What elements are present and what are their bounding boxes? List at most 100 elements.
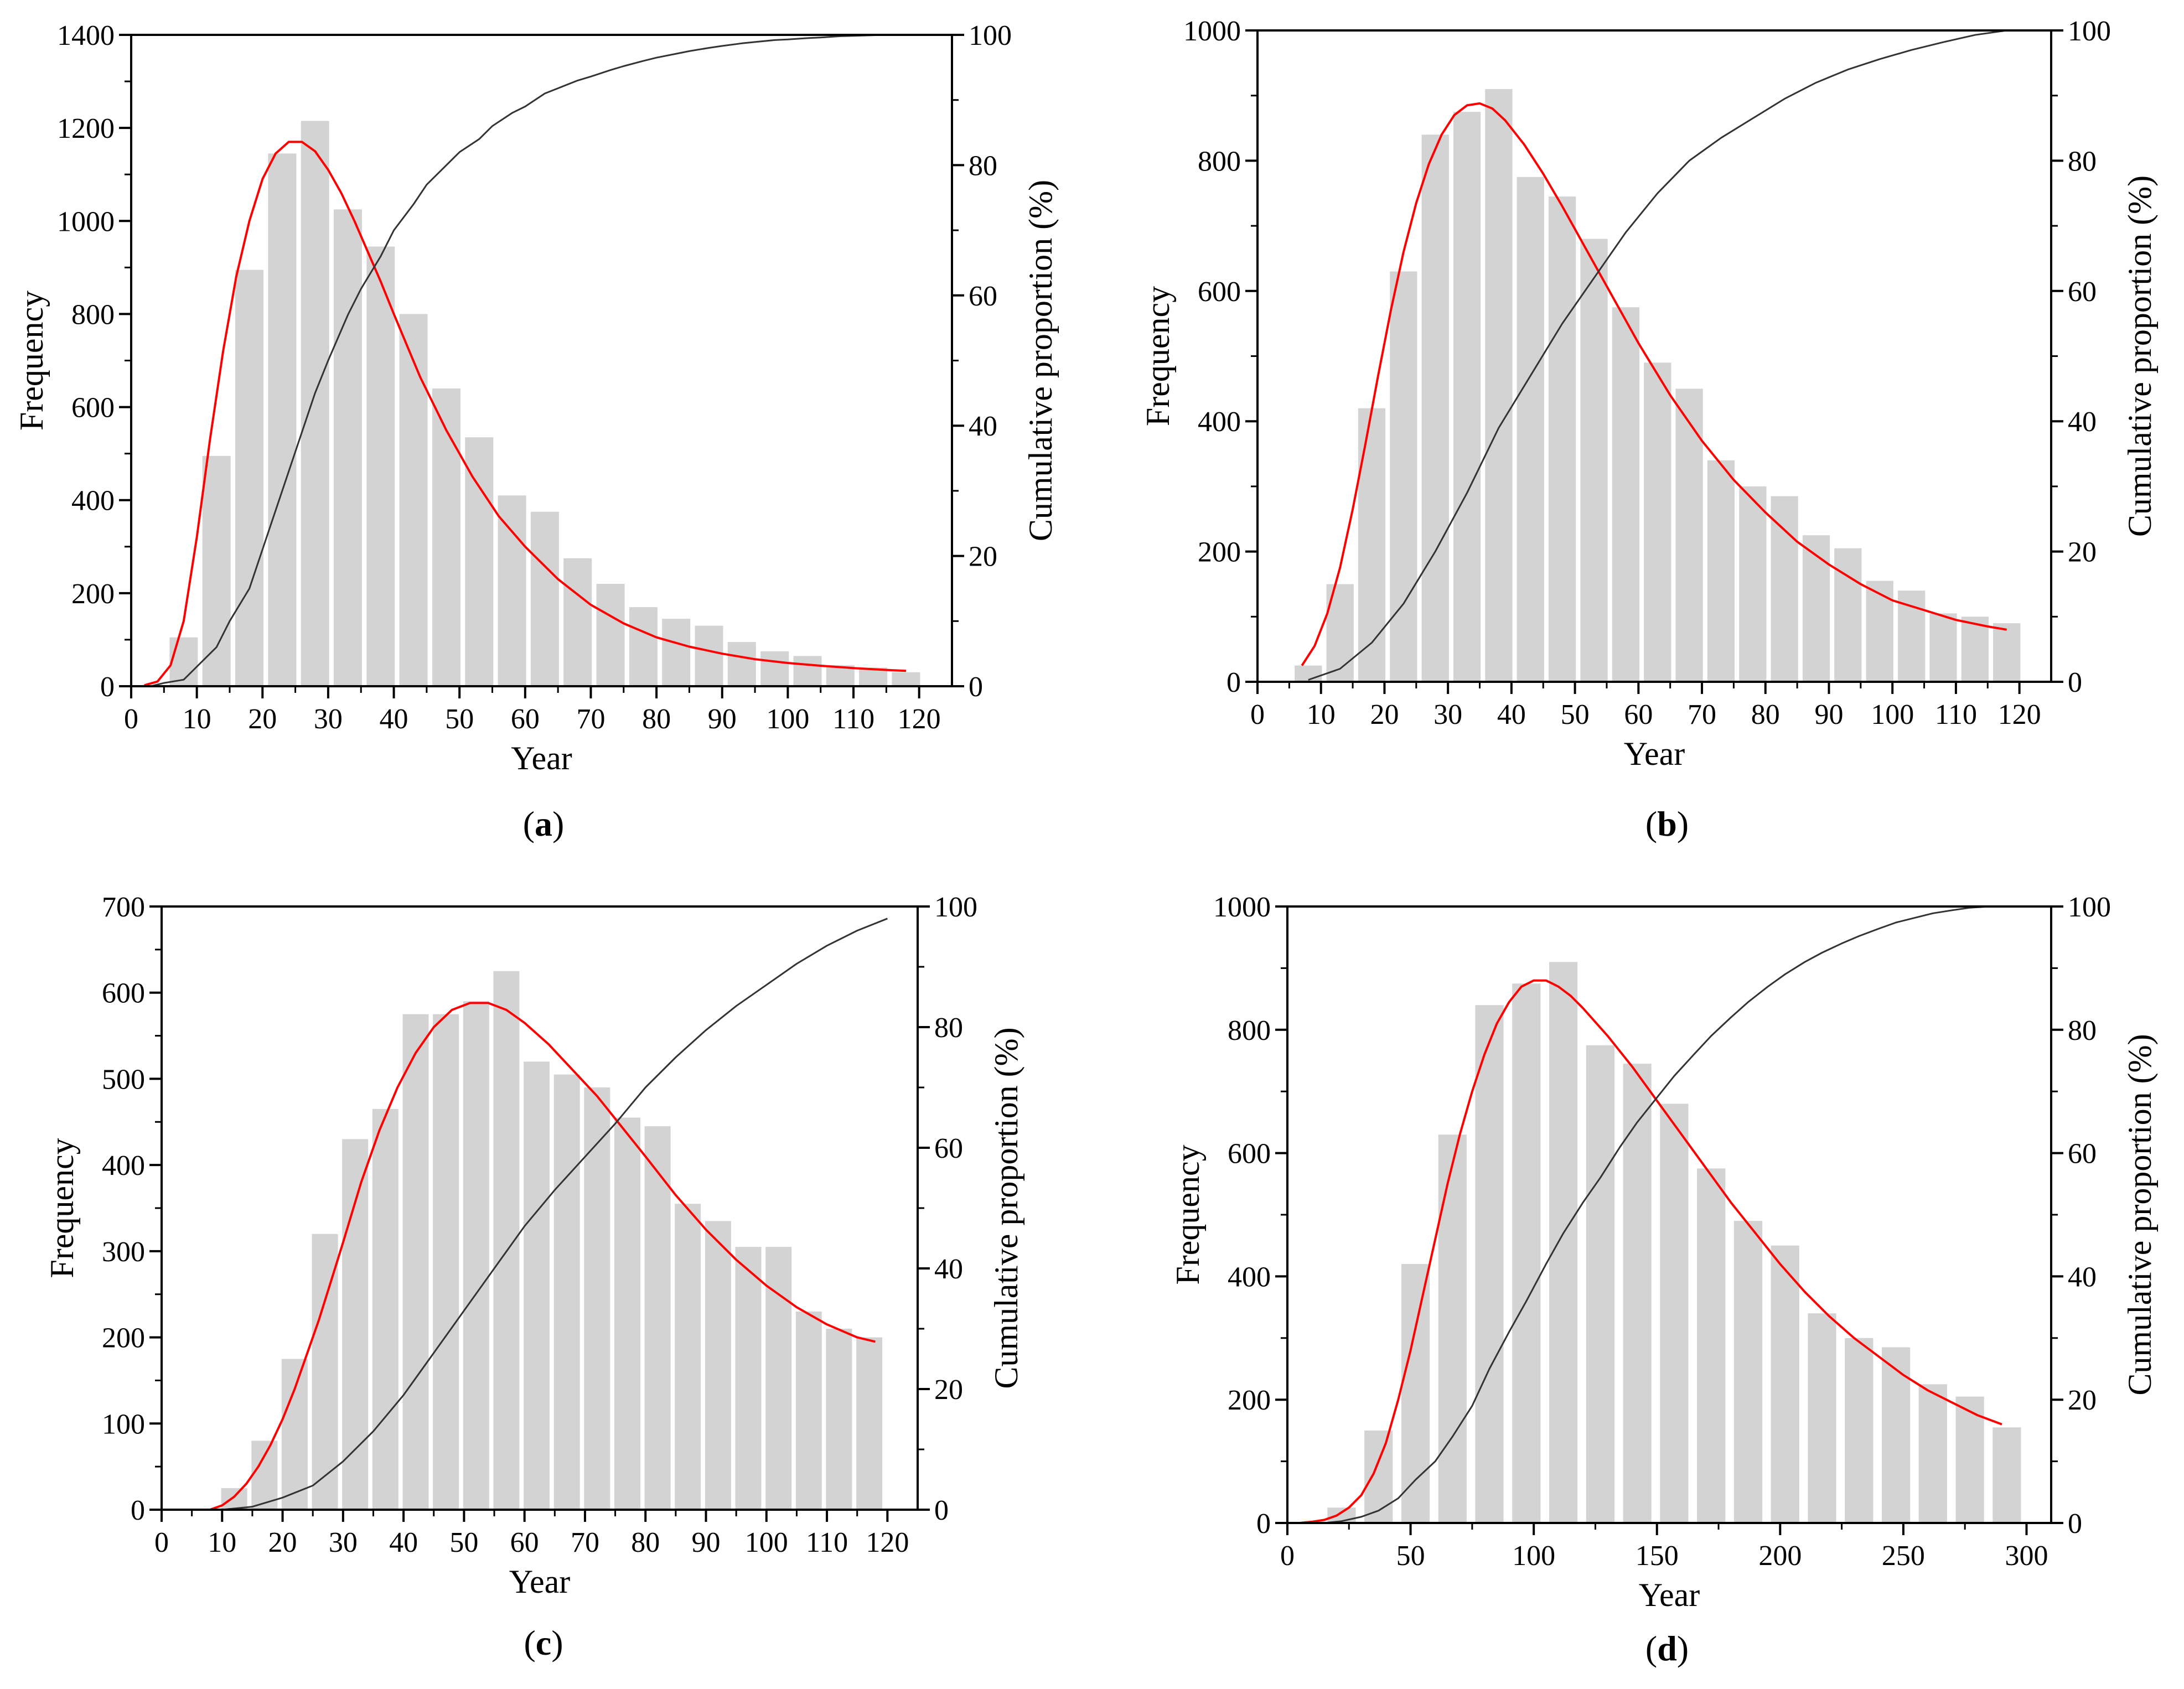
- y2-axis-title: Cumulative proportion (%): [2121, 175, 2158, 537]
- y-tick-label: 1000: [1183, 15, 1241, 47]
- fitted-distribution-line: [1300, 979, 2002, 1524]
- x-tick-label: 40: [1497, 699, 1526, 730]
- x-axis-title: Year: [1624, 735, 1685, 772]
- y-tick-label: 200: [71, 578, 115, 610]
- x-tick-label: 100: [1512, 1540, 1555, 1572]
- cumulative-proportion-line: [222, 918, 888, 1511]
- x-tick-label: 300: [2005, 1540, 2048, 1572]
- chart-panel-a: 0 10 20 30 40 50 60 70 80 90 100 110 120020040060080…: [13, 20, 1059, 843]
- chart-panel-d: 0 50 100 150 200 250 300 0 200 400 600 800 1000 0 20 40…: [1169, 892, 2158, 1668]
- bar: [1358, 408, 1386, 682]
- panel-label: (c): [524, 1623, 563, 1662]
- x-tick-label: 10: [1307, 699, 1336, 730]
- bar: [553, 1074, 580, 1510]
- y2-tick-label: 100: [2068, 15, 2111, 47]
- x-tick-label: 60: [510, 1527, 539, 1558]
- y-tick-label: 400: [71, 485, 115, 517]
- x-tick-label: 110: [832, 703, 874, 735]
- bar: [1771, 496, 1798, 682]
- bar: [892, 672, 920, 686]
- bar: [169, 637, 198, 686]
- chart-panel-c: 0 10 20 30 40 50 60 70 80 90 100 110 120010020030040…: [44, 892, 1024, 1662]
- x-axis-title: Year: [509, 1563, 571, 1600]
- y-tick-label: 100: [102, 1408, 145, 1440]
- y2-tick-label: 80: [2068, 1015, 2097, 1046]
- y-axis-title: Frequency: [44, 1138, 80, 1278]
- x-tick-label: 250: [1882, 1540, 1925, 1572]
- y2-tick-label: 80: [2068, 146, 2097, 177]
- bar: [1882, 1347, 1911, 1523]
- y2-axis-title: Cumulative proportion (%): [1022, 180, 1059, 541]
- panel-label: (d): [1645, 1629, 1689, 1668]
- y2-tick-label: 20: [2068, 537, 2097, 568]
- y-tick-label: 200: [1228, 1385, 1271, 1416]
- bar: [235, 270, 263, 687]
- bar: [251, 1441, 278, 1510]
- bar: [1993, 623, 2021, 682]
- y-tick-label: 500: [102, 1064, 145, 1095]
- x-tick-label: 70: [571, 1527, 599, 1558]
- y2-tick-label: 80: [934, 1012, 963, 1044]
- x-tick-label: 100: [1871, 699, 1914, 730]
- bar: [1918, 1384, 1947, 1523]
- bar: [760, 651, 789, 686]
- panel-label-open: (: [1645, 804, 1657, 843]
- panel-label-open: (: [1645, 1629, 1657, 1668]
- bar: [826, 1329, 852, 1510]
- bar: [1549, 962, 1578, 1523]
- x-tick-label: 10: [208, 1527, 236, 1558]
- y2-tick-label: 60: [2068, 276, 2097, 308]
- bar: [629, 607, 658, 686]
- y-tick-label: 200: [1198, 537, 1241, 568]
- bar: [1802, 535, 1830, 682]
- y2-tick-label: 0: [934, 1495, 949, 1526]
- panel-label: (a): [523, 804, 565, 843]
- x-tick-label: 10: [183, 703, 211, 735]
- bar: [793, 656, 822, 686]
- bar: [1808, 1313, 1836, 1523]
- panel-label-letter: d: [1657, 1629, 1677, 1668]
- bar: [372, 1108, 398, 1510]
- bar: [1549, 196, 1576, 682]
- bar: [402, 1014, 429, 1510]
- bar: [342, 1139, 369, 1510]
- x-tick-label: 100: [766, 703, 809, 735]
- bar: [662, 619, 691, 686]
- bar: [1733, 1221, 1763, 1523]
- y-tick-label: 600: [1228, 1138, 1271, 1170]
- y2-tick-label: 60: [934, 1133, 963, 1164]
- x-tick-label: 50: [449, 1527, 478, 1558]
- x-tick-label: 90: [1814, 699, 1843, 730]
- x-tick-label: 100: [745, 1527, 788, 1558]
- bar: [1364, 1430, 1393, 1523]
- bar: [765, 1247, 792, 1510]
- x-tick-label: 20: [1370, 699, 1399, 730]
- bar: [1961, 616, 1989, 682]
- bar: [1586, 1045, 1614, 1523]
- x-tick-label: 20: [248, 703, 277, 735]
- y2-tick-label: 0: [969, 671, 983, 703]
- panel-label-close: ): [552, 804, 564, 843]
- panel-label-letter: a: [535, 804, 552, 843]
- bar: [644, 1126, 671, 1510]
- bar: [498, 495, 526, 686]
- bar: [1697, 1168, 1726, 1523]
- bar: [1739, 486, 1767, 682]
- bar: [727, 642, 756, 686]
- y2-tick-label: 20: [934, 1374, 963, 1406]
- bar: [1845, 1338, 1874, 1523]
- y2-tick-label: 20: [2068, 1385, 2097, 1416]
- bar: [735, 1247, 762, 1510]
- bar: [584, 1087, 610, 1510]
- bar: [524, 1061, 550, 1510]
- bar: [1660, 1103, 1689, 1523]
- bar: [563, 558, 592, 686]
- y-tick-label: 800: [1228, 1015, 1271, 1046]
- y2-tick-label: 60: [969, 281, 997, 312]
- bar: [675, 1204, 701, 1510]
- bar: [1623, 1064, 1652, 1523]
- x-tick-label: 90: [708, 703, 737, 735]
- bar: [432, 388, 460, 686]
- x-tick-label: 30: [329, 1527, 358, 1558]
- x-tick-label: 60: [511, 703, 540, 735]
